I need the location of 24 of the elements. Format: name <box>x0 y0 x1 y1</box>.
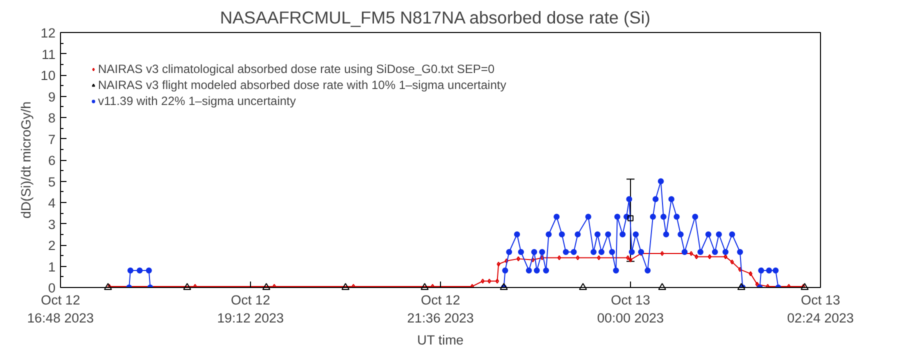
x-tick-label: Oct 13 00:00 2023 <box>597 292 664 326</box>
y-tick-label: 9 <box>48 89 56 104</box>
y-tick-label: 7 <box>48 132 56 147</box>
y-tick-label: 8 <box>48 110 56 126</box>
y-tick-label: 12 <box>40 26 56 40</box>
y-axis-title: dD(Si)/dt microGy/h <box>18 101 34 219</box>
x-tick-label: Oct 12 19:12 2023 <box>217 292 284 326</box>
y-tick-label: 2 <box>48 238 56 253</box>
y-tick-label: 10 <box>40 68 56 83</box>
x-axis-title: UT time <box>417 332 464 348</box>
legend-label: v11.39 with 22% 1–sigma uncertainty <box>98 94 296 108</box>
x-tick-label: Oct 13 02:24 2023 <box>787 292 854 326</box>
legend-label: NAIRAS v3 flight modeled absorbed dose rate with 10% 1–sigma uncertainty <box>98 78 506 92</box>
y-tick-label: 5 <box>48 174 56 190</box>
y-tick-label: 3 <box>48 216 56 232</box>
x-tick-label: Oct 12 16:48 2023 <box>27 292 94 326</box>
legend-label: NAIRAS v3 climatological absorbed dose rate using SiDose_G0.txt SEP=0 <box>98 62 495 76</box>
y-tick-label: 11 <box>42 46 56 62</box>
chart-title: NASAAFRCMUL_FM5 N817NA absorbed dose rate (Si) <box>220 8 650 28</box>
y-tick-label: 4 <box>48 196 56 210</box>
y-tick-label: 1 <box>48 259 56 274</box>
x-tick-label: Oct 12 21:36 2023 <box>407 292 474 326</box>
y-tick-label: 0 <box>48 280 56 296</box>
y-tick-label: 6 <box>48 153 56 168</box>
